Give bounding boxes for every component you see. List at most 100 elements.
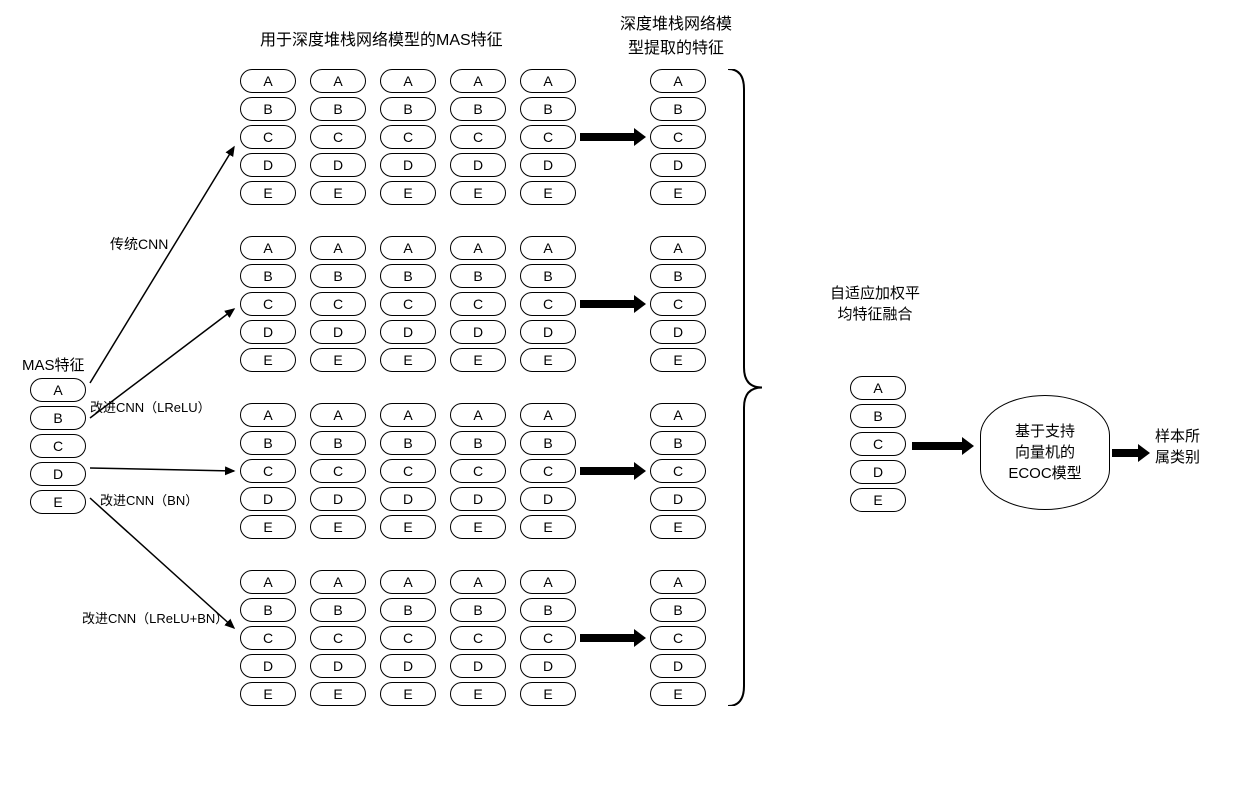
mid-g1-c4-C: C [520, 292, 576, 316]
deep-g3-E: E [650, 682, 706, 706]
mid-g3-c3-A: A [450, 570, 506, 594]
thick-arrow-mid-3 [580, 628, 646, 648]
deep-g3-A: A [650, 570, 706, 594]
mid-g2-c2-C: C [380, 459, 436, 483]
mas-pill-B: B [30, 406, 86, 430]
mid-g0-c2-E: E [380, 181, 436, 205]
mid-g1-c4-B: B [520, 264, 576, 288]
ecoc-model: 基于支持向量机的ECOC模型 [980, 395, 1110, 510]
mid-g1-c0-C: C [240, 292, 296, 316]
thick-arrow-mid-1 [580, 294, 646, 314]
mid-g2-c3-D: D [450, 487, 506, 511]
mid-g1-c4-D: D [520, 320, 576, 344]
mid-g2-c1-A: A [310, 403, 366, 427]
mas-pill-A: A [30, 378, 86, 402]
mid-g0-c1-E: E [310, 181, 366, 205]
mid-g0-c1-B: B [310, 97, 366, 121]
mid-g2-c4-B: B [520, 431, 576, 455]
mid-g3-c1-A: A [310, 570, 366, 594]
mid-g2-c0-D: D [240, 487, 296, 511]
mid-g3-c3-D: D [450, 654, 506, 678]
deep-g1-A: A [650, 236, 706, 260]
mid-g2-c1-B: B [310, 431, 366, 455]
deep-g3-B: B [650, 598, 706, 622]
mid-g1-c4-E: E [520, 348, 576, 372]
mid-g1-c0-D: D [240, 320, 296, 344]
fusion-pill-D: D [850, 460, 906, 484]
deep-g3-D: D [650, 654, 706, 678]
mid-g1-c3-E: E [450, 348, 506, 372]
mid-g0-c2-A: A [380, 69, 436, 93]
mid-g3-c0-A: A [240, 570, 296, 594]
mid-g0-c0-E: E [240, 181, 296, 205]
mid-g1-c1-B: B [310, 264, 366, 288]
thick-arrow-mid-2 [580, 461, 646, 481]
mid-g3-c0-B: B [240, 598, 296, 622]
mid-g2-c3-C: C [450, 459, 506, 483]
mid-g3-c0-D: D [240, 654, 296, 678]
mid-g1-c3-A: A [450, 236, 506, 260]
mid-g2-c1-C: C [310, 459, 366, 483]
mid-g1-c2-B: B [380, 264, 436, 288]
mid-g0-c3-C: C [450, 125, 506, 149]
fusion-pill-B: B [850, 404, 906, 428]
mid-g2-c3-E: E [450, 515, 506, 539]
thick-arrow-fusion [912, 436, 974, 456]
mid-g2-c0-E: E [240, 515, 296, 539]
mid-g0-c4-E: E [520, 181, 576, 205]
mid-g2-c4-D: D [520, 487, 576, 511]
deep-g2-E: E [650, 515, 706, 539]
branch-arrow-3 [84, 462, 240, 477]
mid-g0-c1-D: D [310, 153, 366, 177]
mid-g0-c3-E: E [450, 181, 506, 205]
mid-g1-c1-C: C [310, 292, 366, 316]
deep-g1-C: C [650, 292, 706, 316]
deep-g3-C: C [650, 626, 706, 650]
deep-g1-B: B [650, 264, 706, 288]
mid-g3-c3-B: B [450, 598, 506, 622]
mid-g1-c1-A: A [310, 236, 366, 260]
mid-g2-c2-D: D [380, 487, 436, 511]
deep-g0-C: C [650, 125, 706, 149]
thick-arrow-mid-0 [580, 127, 646, 147]
mid-g0-c1-A: A [310, 69, 366, 93]
mas-feature-label: MAS特征 [22, 354, 85, 375]
mid-g1-c2-E: E [380, 348, 436, 372]
mid-g1-c2-A: A [380, 236, 436, 260]
mid-g0-c4-D: D [520, 153, 576, 177]
mid-g2-c3-B: B [450, 431, 506, 455]
mas-pill-C: C [30, 434, 86, 458]
mid-g2-c4-C: C [520, 459, 576, 483]
mid-g0-c4-A: A [520, 69, 576, 93]
mid-g3-c4-E: E [520, 682, 576, 706]
mid-g1-c0-B: B [240, 264, 296, 288]
deep-g2-A: A [650, 403, 706, 427]
mid-g3-c1-B: B [310, 598, 366, 622]
mid-g2-c2-A: A [380, 403, 436, 427]
mid-g2-c0-C: C [240, 459, 296, 483]
mas-pill-E: E [30, 490, 86, 514]
mid-g0-c3-B: B [450, 97, 506, 121]
mid-g0-c0-D: D [240, 153, 296, 177]
deep-g0-A: A [650, 69, 706, 93]
mid-g1-c0-E: E [240, 348, 296, 372]
mid-g0-c2-D: D [380, 153, 436, 177]
mid-g3-c4-B: B [520, 598, 576, 622]
mid-g1-c0-A: A [240, 236, 296, 260]
mid-g1-c2-D: D [380, 320, 436, 344]
brace-icon [726, 69, 766, 706]
mid-g3-c2-E: E [380, 682, 436, 706]
mid-g1-c3-C: C [450, 292, 506, 316]
mid-g2-c0-B: B [240, 431, 296, 455]
mid-g0-c0-B: B [240, 97, 296, 121]
fusion-header: 自适应加权平均特征融合 [830, 282, 920, 324]
fusion-pill-A: A [850, 376, 906, 400]
mid-g1-c3-B: B [450, 264, 506, 288]
mid-g0-c2-B: B [380, 97, 436, 121]
mid-g3-c4-A: A [520, 570, 576, 594]
mid-g3-c0-E: E [240, 682, 296, 706]
mid-g1-c2-C: C [380, 292, 436, 316]
deep-g0-E: E [650, 181, 706, 205]
mid-g2-c4-E: E [520, 515, 576, 539]
mid-g3-c1-C: C [310, 626, 366, 650]
